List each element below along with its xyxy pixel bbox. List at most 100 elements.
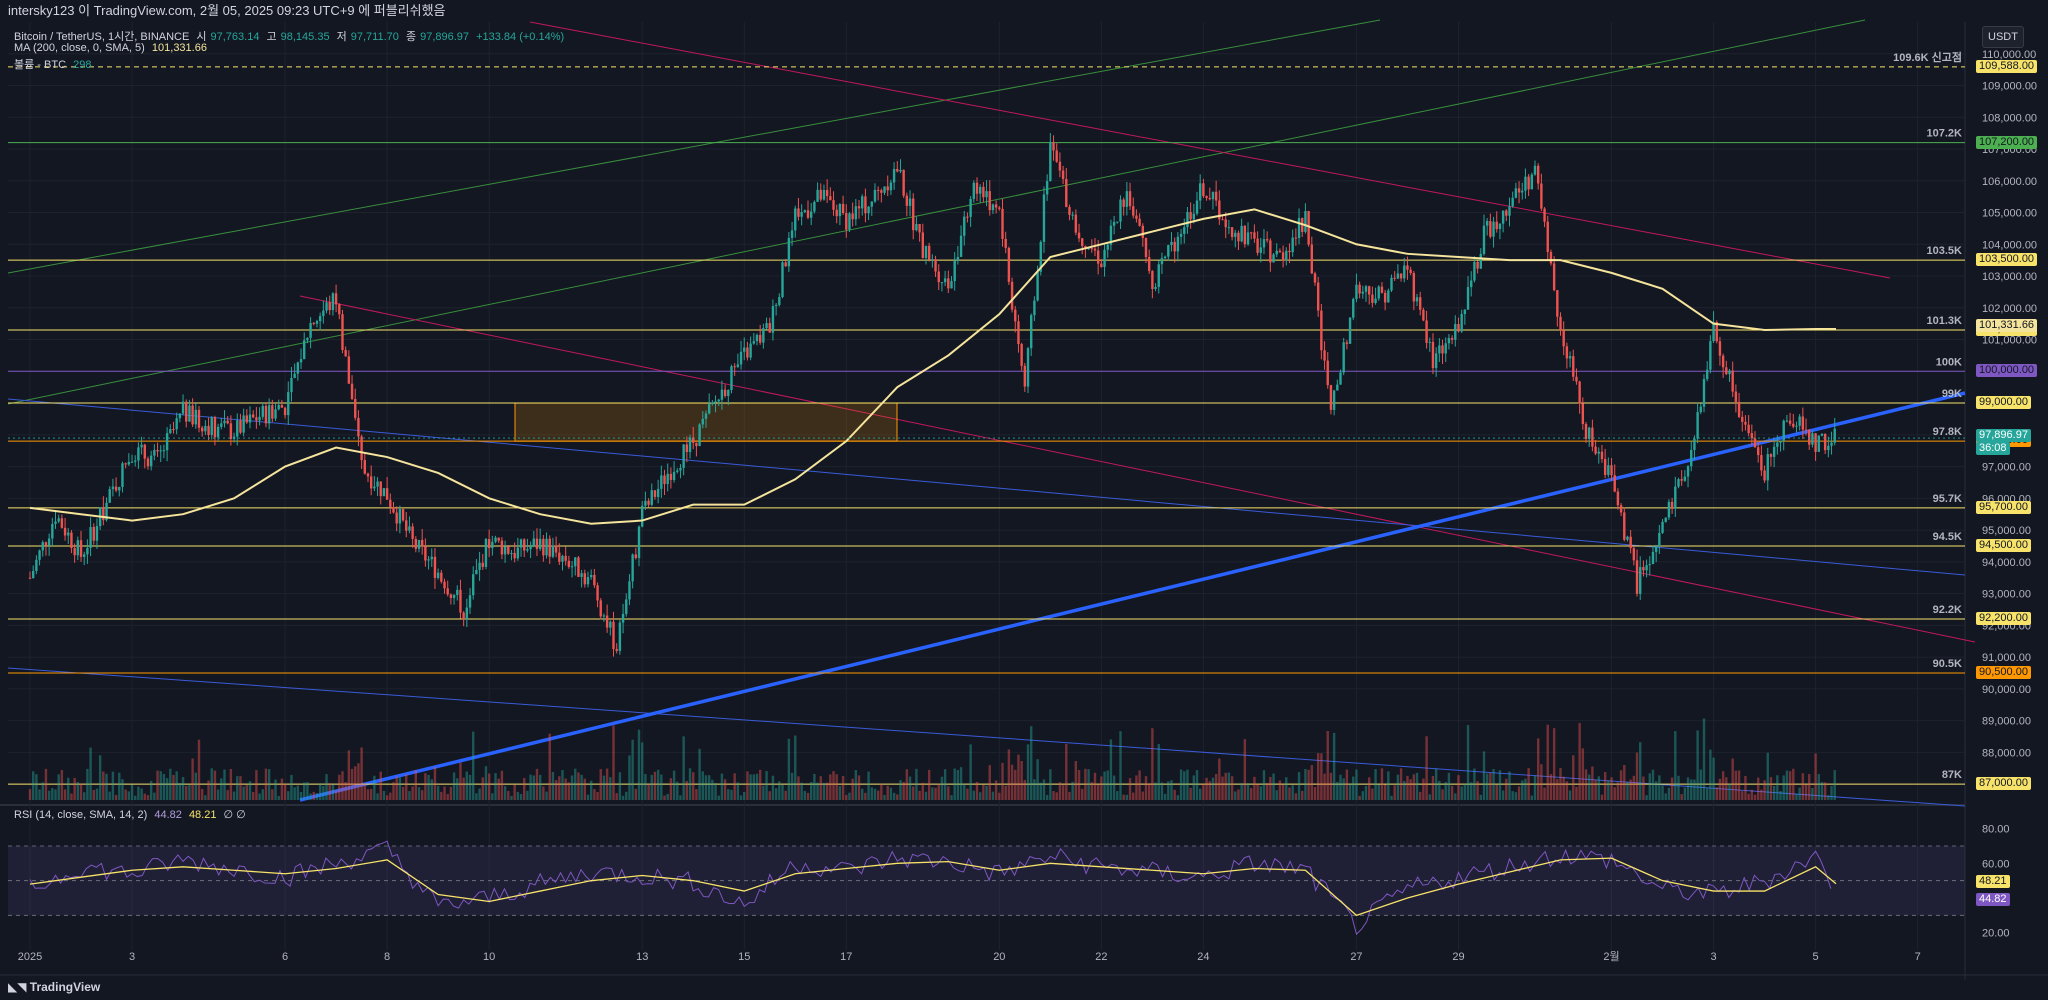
candle-body <box>121 463 124 487</box>
candle-body <box>513 552 516 559</box>
volume-bar <box>1383 784 1387 800</box>
volume-bar <box>1116 791 1119 800</box>
time-tick-label: 22 <box>1095 951 1107 963</box>
candle-body <box>1552 263 1556 291</box>
volume-bar <box>947 786 950 800</box>
volume-bar <box>331 784 335 800</box>
volume-bar <box>1536 738 1540 800</box>
publish-banner: intersky123 이 TradingView.com, 2월 05, 20… <box>0 0 2048 22</box>
candle-body <box>765 323 768 329</box>
candle-body <box>54 521 57 524</box>
volume-bar <box>1214 774 1218 800</box>
volume-bar <box>1811 787 1814 800</box>
volume-bar <box>532 775 535 800</box>
candle-body <box>1536 165 1540 184</box>
candle-body <box>456 589 459 595</box>
candle-body <box>1342 342 1345 373</box>
candle-body <box>1253 232 1256 239</box>
candle-body <box>1559 316 1562 331</box>
candle-body <box>440 572 443 582</box>
time-tick-label: 3 <box>129 951 135 963</box>
candle-body <box>1744 421 1747 425</box>
candle-body <box>1103 249 1106 267</box>
volume-bar <box>1265 782 1269 800</box>
volume-bar <box>1361 791 1365 800</box>
candle-body <box>1096 250 1100 264</box>
candle-body <box>755 334 759 342</box>
volume-bar <box>692 772 695 800</box>
volume-bar <box>1744 775 1747 800</box>
candle-body <box>216 426 220 438</box>
volume-bar <box>1339 774 1342 800</box>
candle-body <box>618 622 622 651</box>
volume-bar <box>1565 781 1569 800</box>
candle-body <box>76 540 80 556</box>
candle-body <box>1163 256 1167 259</box>
volume-bar <box>1281 785 1285 800</box>
candle-body <box>124 463 127 465</box>
level-price-tag: 109,588.00 <box>1976 59 2038 73</box>
currency-button[interactable]: USDT <box>1982 26 2024 48</box>
volume-bar <box>70 793 73 800</box>
volume-bar <box>1256 784 1259 800</box>
volume-bar <box>1588 774 1591 800</box>
volume-bar <box>1071 781 1074 800</box>
candle-body <box>162 450 166 452</box>
candle-body <box>1705 369 1709 380</box>
volume-bar <box>679 795 682 800</box>
volume-bar <box>621 795 625 800</box>
rsi-legend[interactable]: RSI (14, close, SMA, 14, 2) 44.82 48.21 … <box>14 808 250 821</box>
candle-body <box>341 314 344 350</box>
candle-body <box>430 556 433 560</box>
candle-body <box>720 389 724 400</box>
candle-body <box>1654 546 1658 552</box>
volume-bar <box>1422 778 1425 800</box>
ma-legend[interactable]: MA (200, close, 0, SMA, 5) 101,331.66 <box>14 42 211 54</box>
candle-body <box>31 571 35 578</box>
volume-bar <box>1613 787 1616 800</box>
candle-body <box>1170 241 1173 246</box>
volume-bar <box>405 774 408 800</box>
candle-body <box>1817 435 1820 452</box>
support-trendline <box>299 391 1966 802</box>
candle-body <box>672 471 676 480</box>
symbol-name[interactable]: Bitcoin / TetherUS, 1시간, BINANCE <box>14 31 190 43</box>
candle-body <box>264 405 268 424</box>
candle-body <box>758 334 762 343</box>
volume-bar <box>108 791 111 800</box>
candle-body <box>615 649 618 651</box>
candle-body <box>1144 237 1148 258</box>
candle-body <box>1081 238 1084 247</box>
candle-body <box>1600 451 1604 460</box>
candle-body <box>510 552 513 554</box>
volume-bar <box>1521 780 1524 800</box>
volume-bar <box>1782 775 1785 800</box>
volume-bar <box>660 774 663 800</box>
candle-body <box>832 200 835 210</box>
volume-bar <box>1785 770 1789 800</box>
volume-bar <box>283 783 287 800</box>
volume-bar <box>1476 781 1479 800</box>
candle-body <box>1450 338 1454 340</box>
candle-body <box>175 418 178 430</box>
volume-bar <box>127 791 131 800</box>
trend-line-blue <box>7 667 1966 807</box>
volume-bar <box>1594 779 1597 800</box>
candle-body <box>1387 290 1390 303</box>
candle-body <box>1007 247 1011 282</box>
volume-bar <box>220 778 223 800</box>
volume-bar <box>857 775 861 800</box>
volume-bar <box>1425 736 1428 800</box>
price-tick-label: 88,000.00 <box>1982 747 2031 759</box>
volume-bar <box>95 788 99 800</box>
candle-body <box>1151 270 1154 289</box>
volume-bar <box>1208 781 1211 800</box>
time-tick-label: 15 <box>738 951 750 963</box>
volume-bar <box>1654 781 1658 800</box>
candle-body <box>605 615 609 628</box>
candle-body <box>829 196 832 201</box>
volume-legend[interactable]: 볼륨 - BTC 298 <box>14 56 95 72</box>
candle-body <box>1202 183 1205 197</box>
close-value: 97,896.97 <box>420 31 470 43</box>
